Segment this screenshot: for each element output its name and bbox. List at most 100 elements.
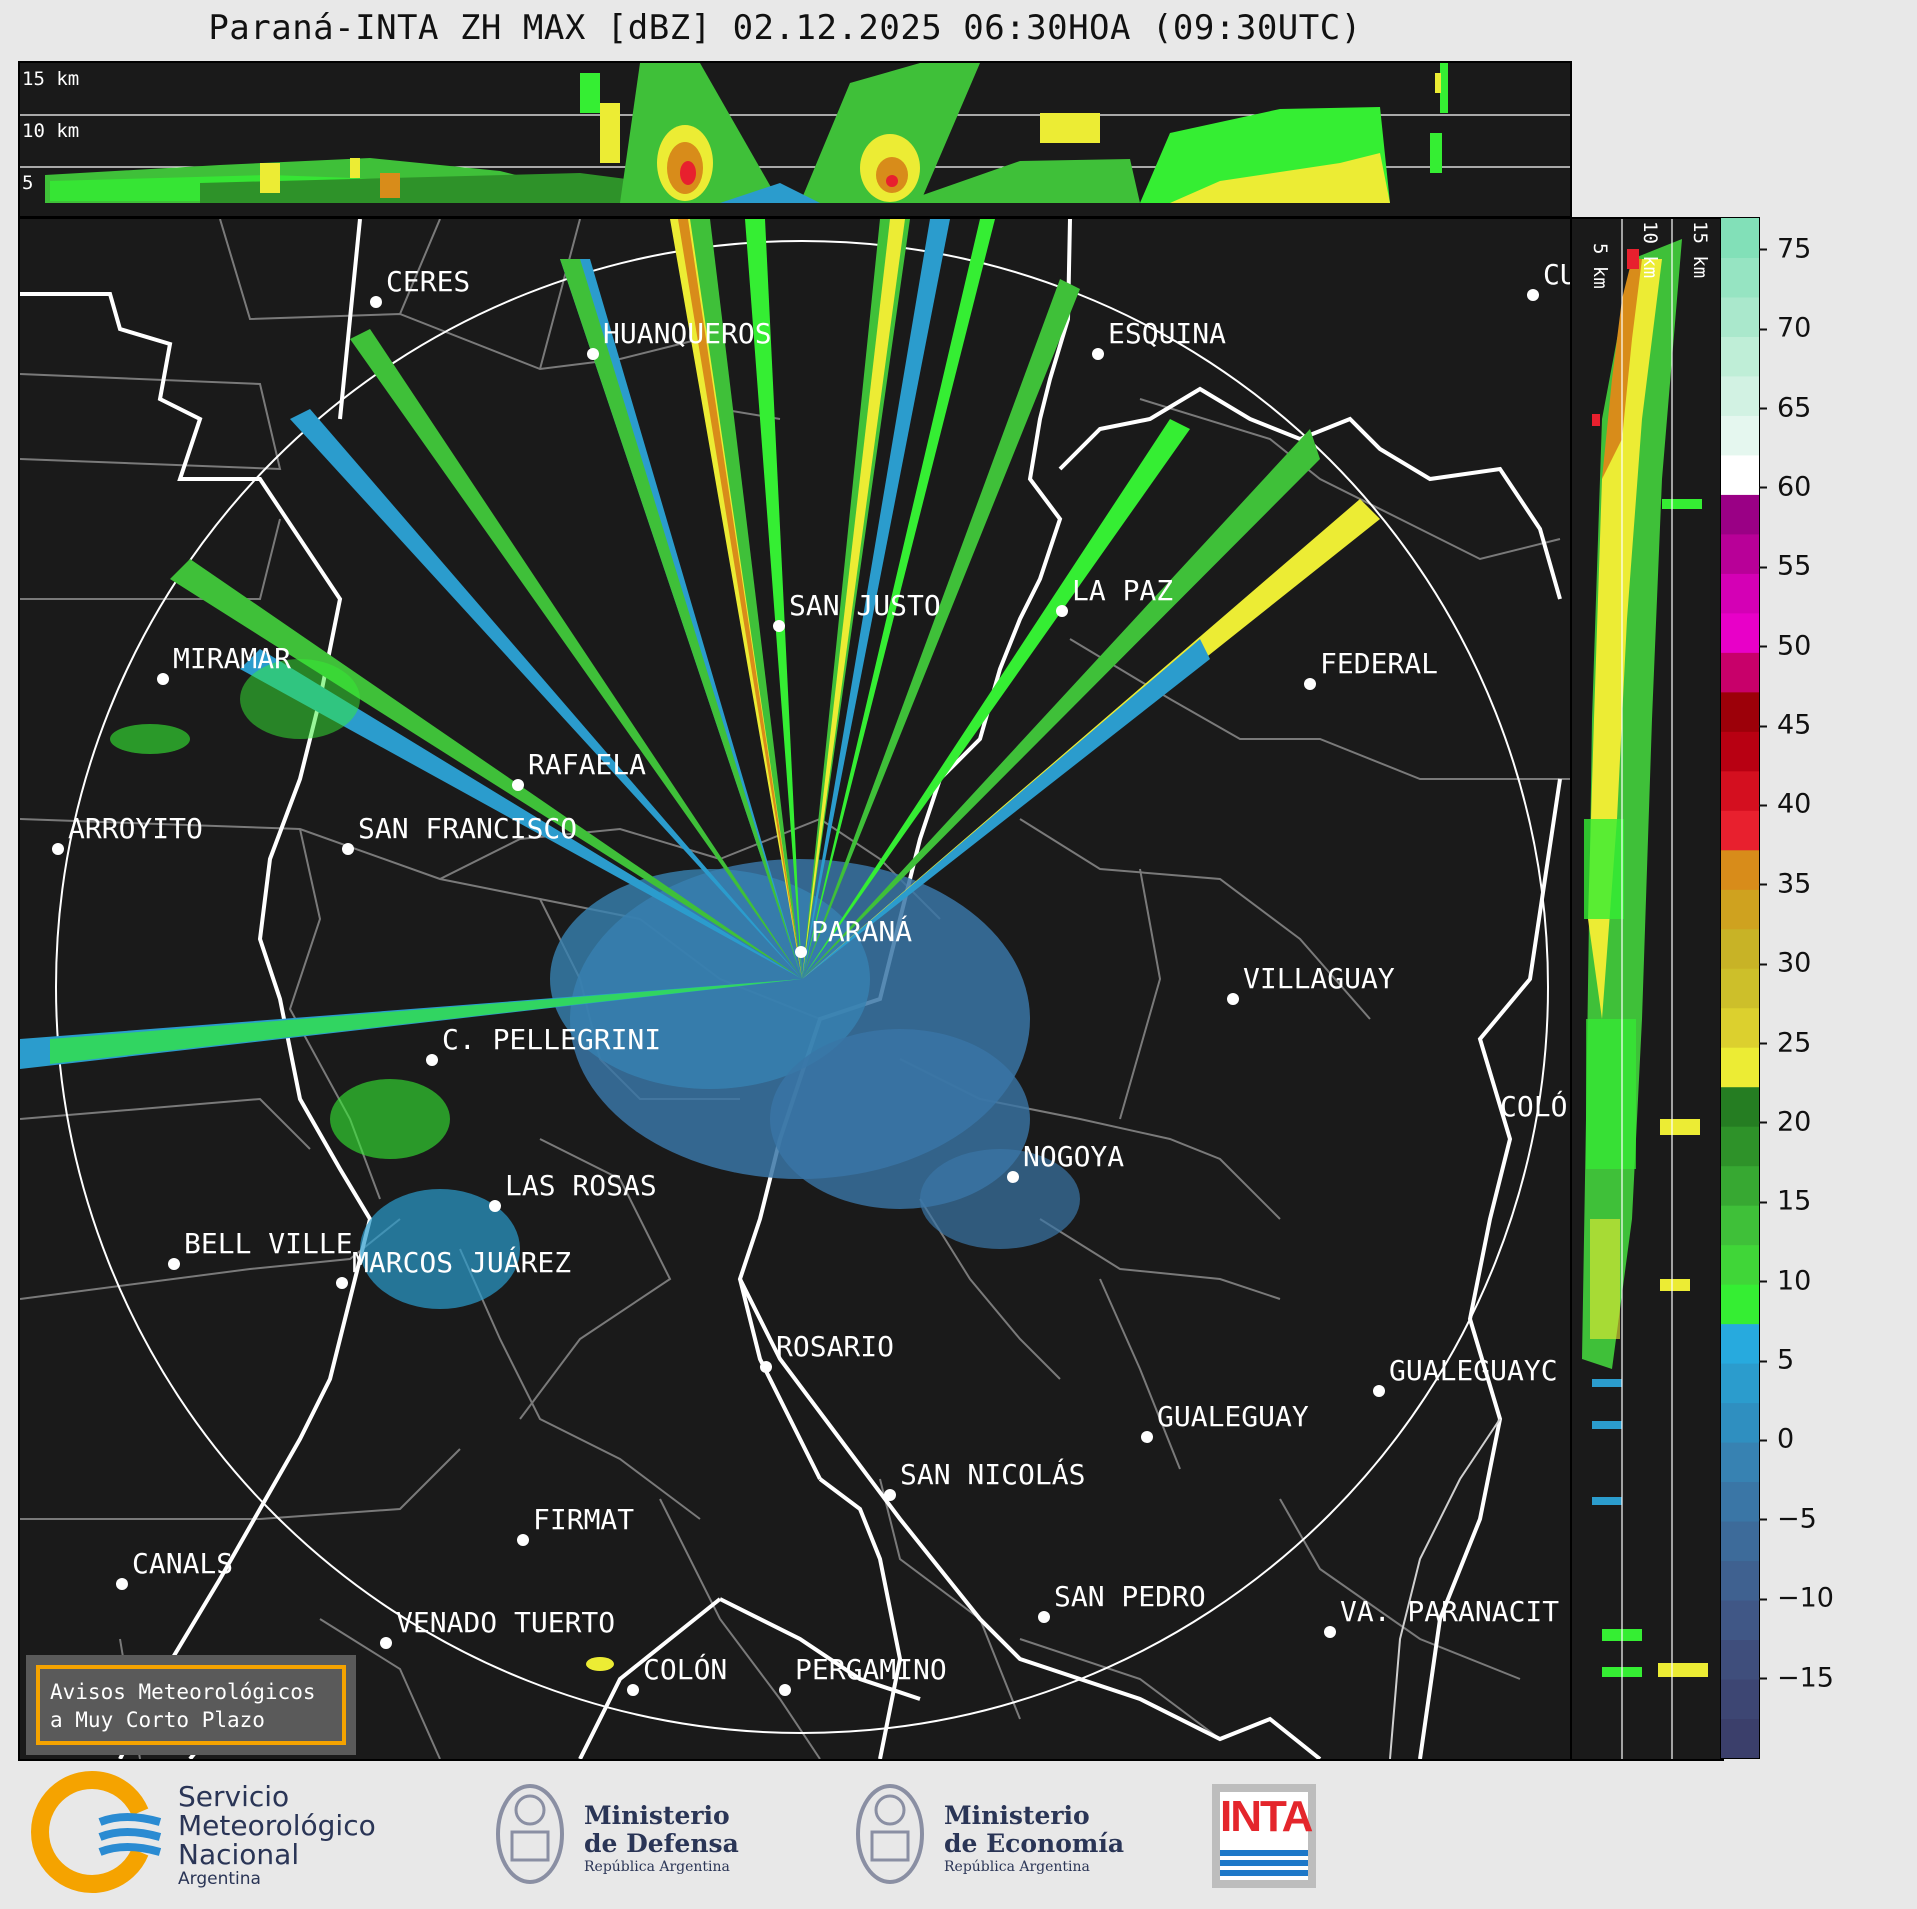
city-dot-san-pedro: [1038, 1611, 1050, 1623]
city-labels: CERES HUANQUEROS ESQUINA CU LA PAZ SAN J…: [68, 258, 1570, 1686]
colorbar-segment: [1721, 1047, 1759, 1088]
colorbar-segment: [1721, 731, 1759, 772]
logos-footer: Servicio Meteorológico Nacional Argentin…: [0, 1762, 1917, 1909]
height-label-10km: 10 km: [22, 120, 79, 142]
colorbar-tick-label: 15: [1759, 1186, 1811, 1217]
colorbar-segment: [1721, 494, 1759, 535]
city-dot-venado-tuerto: [380, 1637, 392, 1649]
defensa-logo-text: Ministerio de Defensa República Argentin…: [584, 1802, 739, 1876]
city-label-cu: CU: [1543, 258, 1570, 291]
colorbar-segment: [1721, 1244, 1759, 1285]
city-label-gualeguaychu: GUALEGUAYC: [1389, 1354, 1558, 1387]
colorbar-tick-label: 10: [1759, 1265, 1811, 1296]
city-label-rosario: ROSARIO: [776, 1330, 894, 1363]
colorbar-segment: [1721, 652, 1759, 693]
colorbar-segment: [1721, 1600, 1759, 1641]
colorbar-segment: [1721, 415, 1759, 456]
city-label-pergamino: PERGAMINO: [795, 1653, 947, 1686]
colorbar-segment: [1721, 1560, 1759, 1601]
defensa-line3: República Argentina: [584, 1859, 730, 1875]
city-dot-parana: [795, 946, 807, 958]
right-height-label-10km: 10 km: [1639, 221, 1661, 278]
reflectivity-colorbar: [1720, 217, 1760, 1759]
colorbar-segment: [1721, 1718, 1759, 1759]
defensa-emblem-icon: [496, 1784, 564, 1884]
city-label-gualeguay: GUALEGUAY: [1157, 1400, 1309, 1433]
colorbar-segment: [1721, 296, 1759, 337]
city-dot-gualeguaychu: [1373, 1385, 1385, 1397]
city-label-san-francisco: SAN FRANCISCO: [358, 812, 577, 845]
smn-logo-icon: [31, 1771, 162, 1893]
colorbar-segment: [1721, 810, 1759, 851]
city-label-las-rosas: LAS ROSAS: [505, 1169, 657, 1202]
colorbar-segment: [1721, 533, 1759, 574]
colorbar-segment: [1721, 968, 1759, 1009]
city-label-colon-ba: COLÓN: [643, 1652, 727, 1686]
city-label-san-justo: SAN JUSTO: [789, 589, 941, 622]
economia-emblem-icon: [856, 1784, 924, 1884]
warning-box[interactable]: Avisos Meteorológicos a Muy Corto Plazo: [26, 1655, 356, 1755]
top-cross-section-panel: 15 km 10 km 5 km: [18, 61, 1572, 218]
colorbar-segment: [1721, 336, 1759, 377]
city-dot-ceres: [370, 296, 382, 308]
colorbar-tick-labels: 75 70 65 60 55 50 45 40 35 30 25 20 15 10 5 0 −5 −10 −15: [1759, 217, 1909, 1757]
economia-line1: Ministerio: [944, 1801, 1090, 1830]
colorbar-tick-label: 65: [1759, 392, 1811, 423]
warning-box-line2: a Muy Corto Plazo: [50, 1708, 265, 1732]
city-label-firmat: FIRMAT: [533, 1503, 634, 1536]
city-dot-san-justo: [773, 620, 785, 632]
city-dot-san-nicolas: [884, 1489, 896, 1501]
economia-line2: de Economía: [944, 1829, 1125, 1858]
colorbar-segment: [1721, 1126, 1759, 1167]
right-cross-section-svg: 5 km 10 km 15 km: [1582, 219, 1711, 1759]
colorbar-tick-label: 50: [1759, 630, 1811, 661]
colorbar-tick-label: 45: [1759, 710, 1811, 741]
city-dot-c-pellegrini: [426, 1054, 438, 1066]
city-dot-la-paz: [1056, 605, 1068, 617]
colorbar-segment: [1721, 1007, 1759, 1048]
colorbar-tick-label: 5: [1759, 1345, 1794, 1376]
colorbar-tick-label: 75: [1759, 233, 1811, 264]
colorbar-segment: [1721, 1086, 1759, 1127]
colorbar-segment: [1721, 1679, 1759, 1720]
colorbar-segment: [1721, 573, 1759, 614]
smn-line1: Servicio: [178, 1780, 290, 1813]
colorbar-tick-label: −15: [1759, 1662, 1834, 1693]
city-label-va-paranacito: VA. PARANACIT: [1340, 1595, 1559, 1628]
city-label-arroyito: ARROYITO: [68, 812, 203, 845]
colorbar-segment: [1721, 612, 1759, 653]
inta-logo-icon: [1212, 1784, 1316, 1888]
city-dot-arroyito: [52, 843, 64, 855]
city-dot-miramar: [157, 673, 169, 685]
city-dot-canals: [116, 1578, 128, 1590]
city-label-nogoya: NOGOYA: [1023, 1140, 1124, 1173]
city-label-bell-ville: BELL VILLE: [184, 1227, 353, 1260]
economia-line3: República Argentina: [944, 1859, 1090, 1875]
colorbar-tick-label: 60: [1759, 471, 1811, 502]
city-label-villaguay: VILLAGUAY: [1243, 962, 1395, 995]
colorbar-tick-label: 20: [1759, 1106, 1811, 1137]
inta-logo-text: INTA: [1220, 1792, 1313, 1841]
colorbar-tick-label: 0: [1759, 1424, 1794, 1455]
city-dot-rafaela: [512, 779, 524, 791]
city-label-rafaela: RAFAELA: [528, 748, 646, 781]
city-label-parana: PARANÁ: [811, 914, 912, 948]
colorbar-tick-label: 40: [1759, 789, 1811, 820]
colorbar-segment: [1721, 454, 1759, 495]
colorbar-segment: [1721, 1323, 1759, 1364]
city-label-ceres: CERES: [386, 265, 470, 298]
colorbar-segment: [1721, 1402, 1759, 1443]
colorbar-tick-label: 35: [1759, 868, 1811, 899]
city-dot-las-rosas: [489, 1200, 501, 1212]
right-height-label-5km: 5 km: [1589, 243, 1611, 289]
city-dot-federal: [1304, 678, 1316, 690]
colorbar-segment: [1721, 849, 1759, 890]
city-label-marcos-juarez: MARCOS JUÁREZ: [352, 1245, 571, 1279]
colorbar-segment: [1721, 1639, 1759, 1680]
top-cross-section-svg: 15 km 10 km 5 km: [20, 63, 1570, 203]
city-dot-huanqueros: [587, 348, 599, 360]
colorbar-svg: [1721, 218, 1759, 1759]
colorbar-tick-label: 30: [1759, 948, 1811, 979]
city-label-esquina: ESQUINA: [1108, 317, 1226, 350]
logos-graphics: [31, 1771, 1316, 1893]
